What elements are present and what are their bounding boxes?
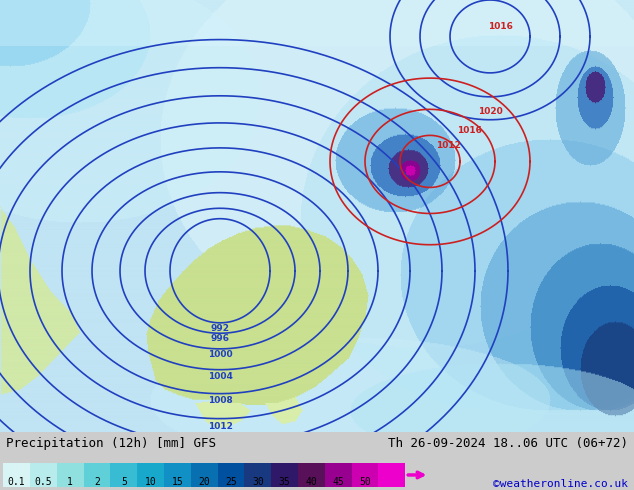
Bar xyxy=(57,464,84,487)
Bar xyxy=(191,464,217,487)
Bar xyxy=(164,464,191,487)
Bar xyxy=(298,464,325,487)
Text: 996: 996 xyxy=(210,335,230,343)
Text: 20: 20 xyxy=(198,477,210,487)
Bar xyxy=(137,464,164,487)
Bar xyxy=(271,464,298,487)
Bar xyxy=(352,464,378,487)
Text: 40: 40 xyxy=(306,477,318,487)
Bar xyxy=(245,464,271,487)
Text: 45: 45 xyxy=(332,477,344,487)
Text: 1012: 1012 xyxy=(207,421,233,431)
Text: 5: 5 xyxy=(121,477,127,487)
Text: 35: 35 xyxy=(279,477,290,487)
Text: 50: 50 xyxy=(359,477,371,487)
Text: 1016: 1016 xyxy=(488,22,512,30)
Bar xyxy=(84,464,110,487)
Text: 0.5: 0.5 xyxy=(35,477,52,487)
Text: 1: 1 xyxy=(67,477,73,487)
Text: 10: 10 xyxy=(145,477,157,487)
Bar xyxy=(110,464,137,487)
Text: ©weatheronline.co.uk: ©weatheronline.co.uk xyxy=(493,479,628,489)
Text: 1004: 1004 xyxy=(207,372,233,381)
Text: 2: 2 xyxy=(94,477,100,487)
Text: 1008: 1008 xyxy=(207,396,233,405)
Bar xyxy=(3,464,30,487)
Text: 1012: 1012 xyxy=(436,141,460,150)
Text: 1016: 1016 xyxy=(456,125,481,135)
Text: Th 26-09-2024 18..06 UTC (06+72): Th 26-09-2024 18..06 UTC (06+72) xyxy=(387,437,628,450)
Bar xyxy=(30,464,57,487)
Bar xyxy=(325,464,352,487)
Text: 25: 25 xyxy=(225,477,237,487)
Bar xyxy=(217,464,245,487)
Text: 15: 15 xyxy=(172,477,183,487)
Text: Precipitation (12h) [mm] GFS: Precipitation (12h) [mm] GFS xyxy=(6,437,216,450)
Text: 992: 992 xyxy=(210,324,230,333)
Text: 1000: 1000 xyxy=(208,350,232,360)
Text: 0.1: 0.1 xyxy=(8,477,25,487)
Text: 1020: 1020 xyxy=(477,107,502,116)
Text: 30: 30 xyxy=(252,477,264,487)
Bar xyxy=(378,464,405,487)
